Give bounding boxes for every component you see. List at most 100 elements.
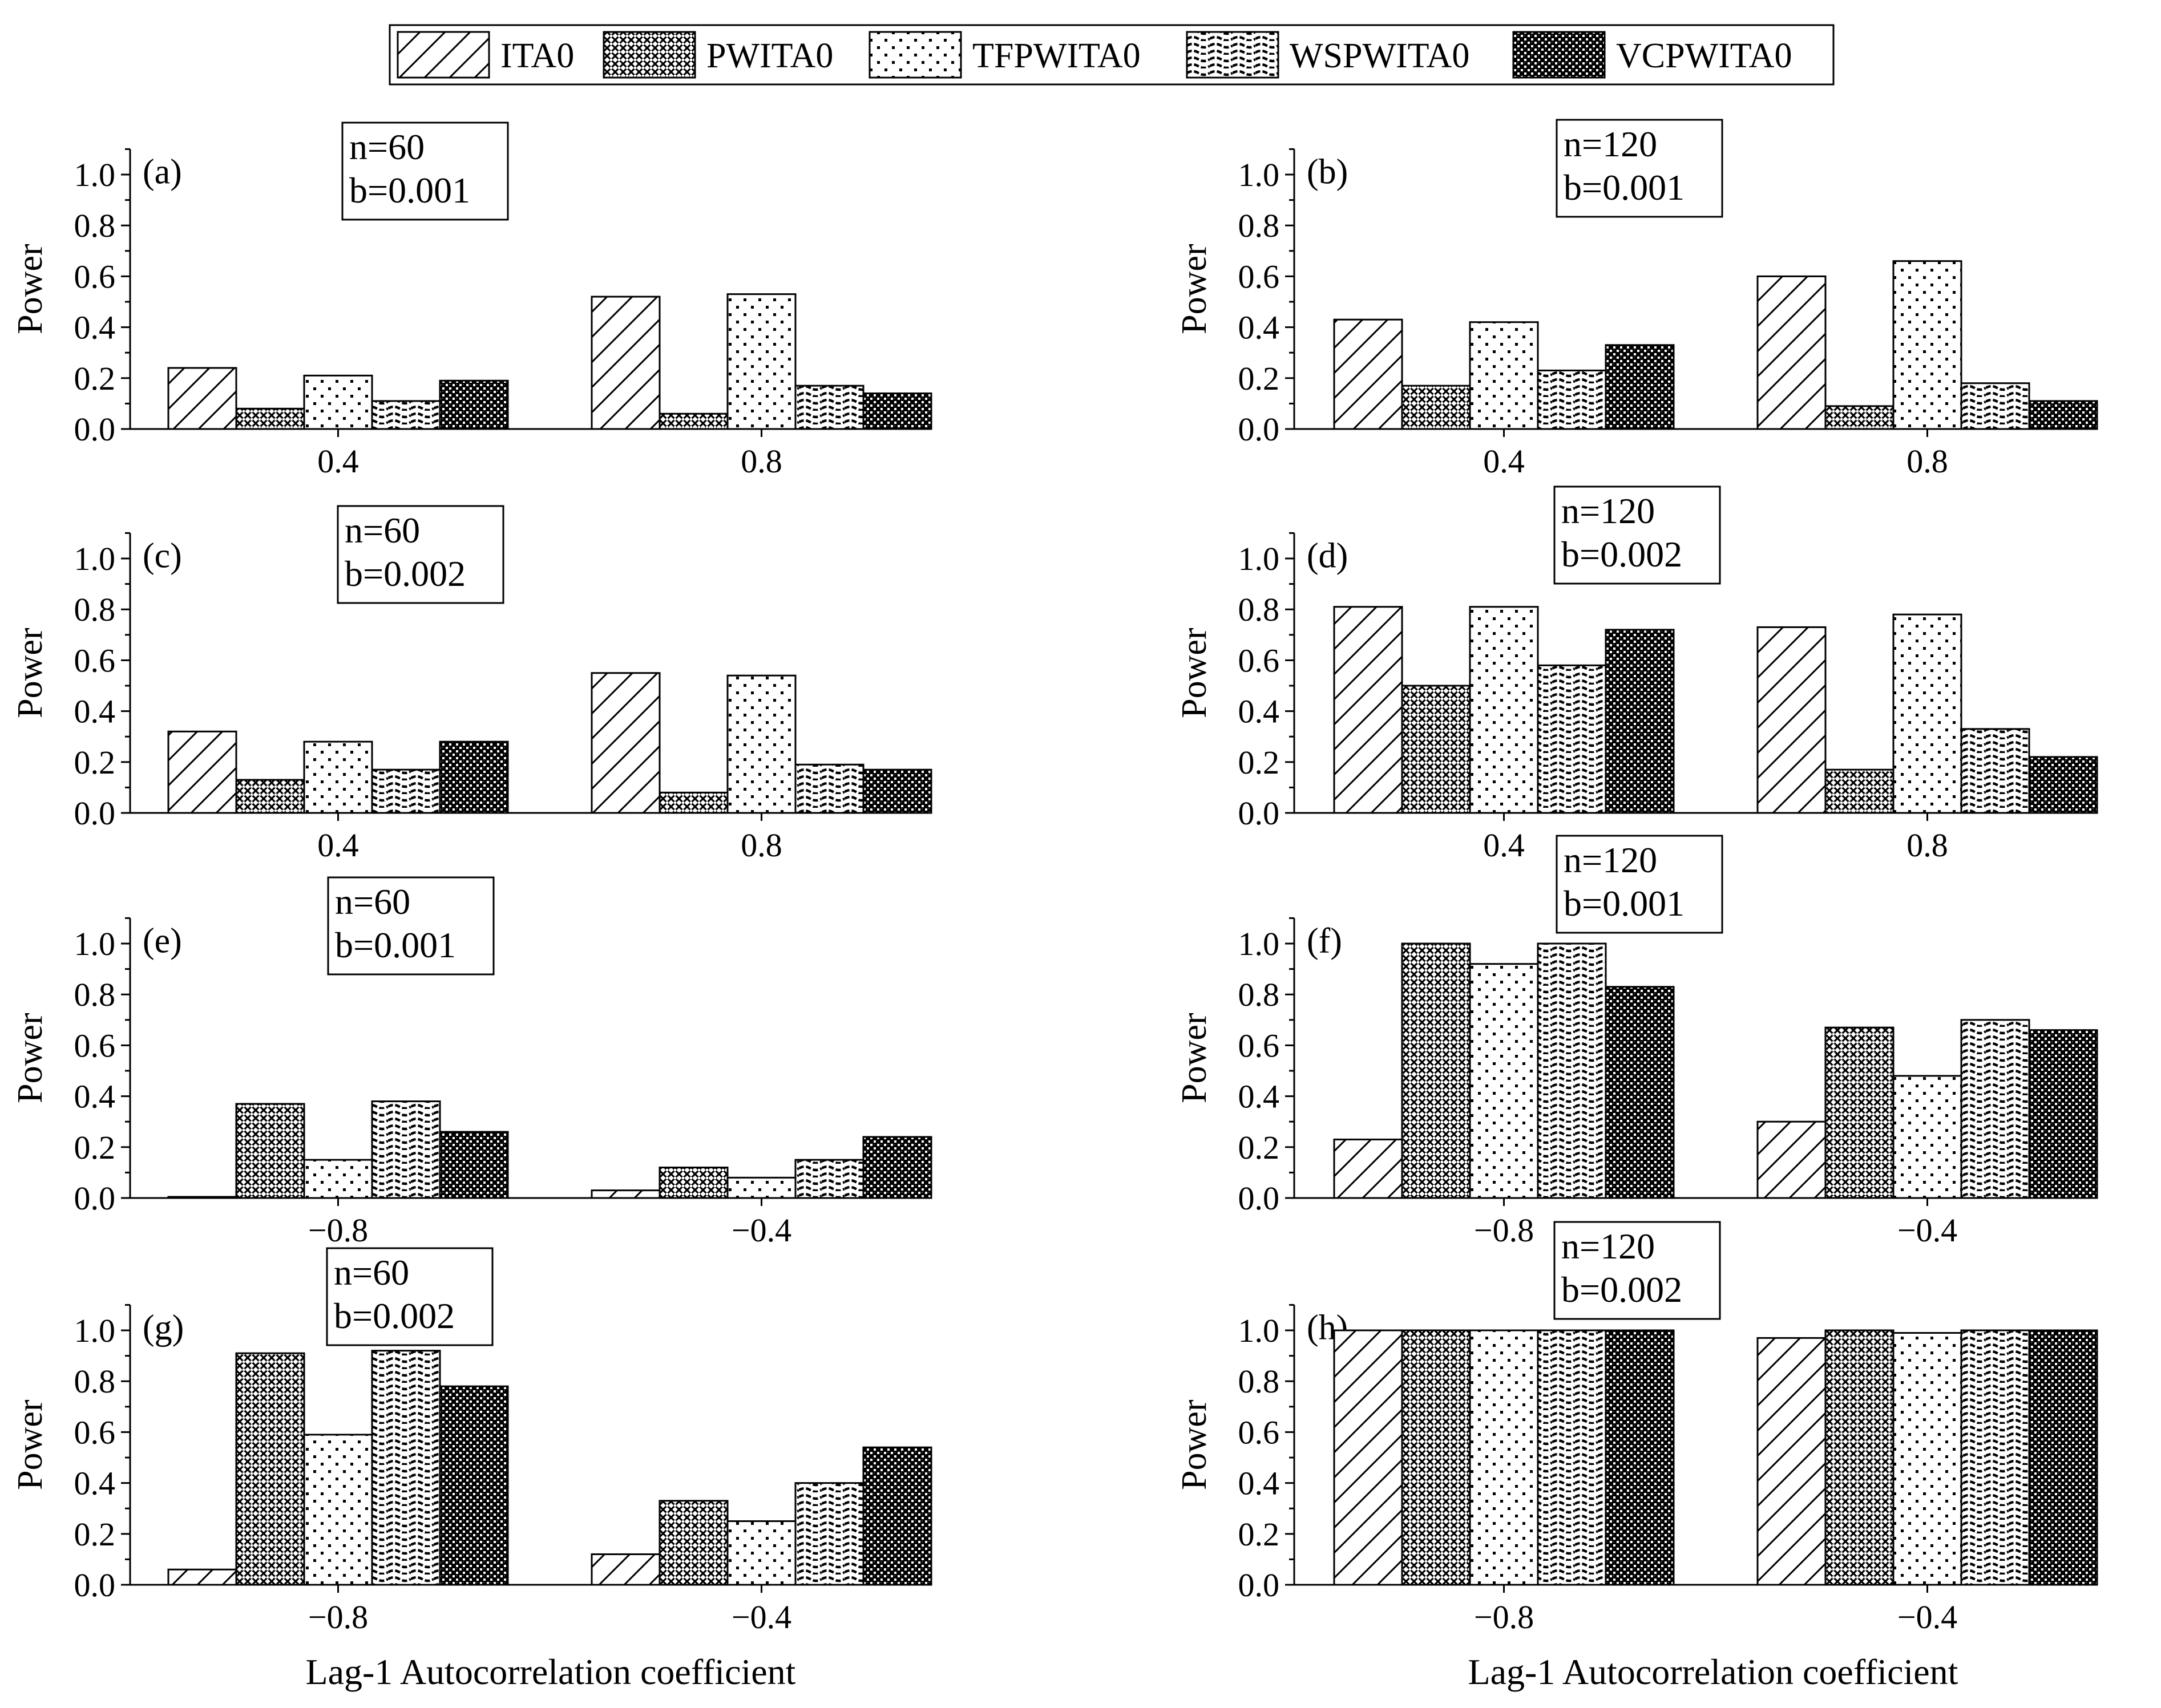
info-box-frame xyxy=(327,876,495,976)
y-tick-label: 0.8 xyxy=(74,976,116,1013)
info-slope: b=0.002 xyxy=(1561,1269,1682,1310)
bar-wspwita0-0 xyxy=(1537,1329,1607,1586)
y-tick-label: 0.6 xyxy=(1238,1414,1280,1451)
y-tick-label: 0.0 xyxy=(74,411,116,448)
info-box: n=60b=0.002 xyxy=(326,1247,494,1346)
y-tick-label: 0.4 xyxy=(1238,1078,1280,1115)
bar-tfpwita0-1 xyxy=(1892,260,1962,430)
bar-wspwita0-1 xyxy=(794,763,865,814)
bar-tfpwita0-1 xyxy=(1892,1331,1962,1586)
panel-b: 0.0 0.2 0.4 0.6 0.8 1.0 Power (b) 0.4 0.8 n=120b=0… xyxy=(1175,119,2098,480)
bar-pwita0-1 xyxy=(1824,768,1895,814)
y-axis-title: Power xyxy=(11,244,50,334)
x-tick-label: 0.4 xyxy=(1483,443,1525,480)
bar-tfpwita0-1 xyxy=(726,674,797,814)
bar-vcpwita0-0 xyxy=(1605,629,1675,814)
x-tick-label: −0.4 xyxy=(1897,1598,1957,1636)
bar-pwita0-1 xyxy=(659,1166,729,1199)
x-tick-label: −0.8 xyxy=(308,1598,368,1636)
bar-ita0-1 xyxy=(591,1553,661,1586)
bar-pwita0-0 xyxy=(235,1103,305,1199)
y-tick-label: 0.4 xyxy=(74,1465,116,1502)
y-tick-label: 0.4 xyxy=(74,1078,116,1115)
y-axis-title: Power xyxy=(11,1013,50,1103)
bar-pwita0-0 xyxy=(235,779,305,814)
x-tick-label: 0.8 xyxy=(741,827,782,864)
bar-ita0-0 xyxy=(1333,1329,1403,1586)
y-tick-label: 0.6 xyxy=(74,258,116,295)
y-tick-label: 0.0 xyxy=(1238,411,1280,448)
bar-ita0-1 xyxy=(591,1189,661,1199)
y-tick-label: 0.4 xyxy=(1238,1465,1280,1502)
info-box-frame xyxy=(326,1247,494,1346)
bar-vcpwita0-0 xyxy=(439,379,509,430)
x-tick-label: 0.8 xyxy=(1906,827,1948,864)
bar-pwita0-1 xyxy=(1824,1026,1895,1199)
bar-wspwita0-0 xyxy=(371,768,441,814)
y-tick-label: 0.6 xyxy=(74,642,116,679)
y-tick-label: 0.2 xyxy=(74,1129,116,1166)
bar-wspwita0-1 xyxy=(1960,1329,2030,1586)
x-tick-label: 0.4 xyxy=(317,827,359,864)
legend-label-tfpwita0: TFPWITA0 xyxy=(972,37,1141,75)
info-sample-size: n=60 xyxy=(349,127,425,167)
info-slope: b=0.002 xyxy=(334,1296,455,1336)
info-box-frame xyxy=(1553,485,1721,585)
info-slope: b=0.001 xyxy=(335,925,456,965)
info-sample-size: n=60 xyxy=(345,510,420,551)
info-sample-size: n=120 xyxy=(1564,124,1657,164)
bar-pwita0-1 xyxy=(659,1500,729,1586)
y-tick-label: 1.0 xyxy=(74,1312,116,1349)
bar-vcpwita0-1 xyxy=(862,392,932,430)
bar-ita0-0 xyxy=(1333,318,1403,430)
y-tick-label: 0.8 xyxy=(1238,1363,1280,1400)
bar-ita0-1 xyxy=(1756,1120,1827,1199)
bar-vcpwita0-1 xyxy=(2028,1329,2098,1586)
panel-g: 0.0 0.2 0.4 0.6 0.8 1.0 Power (g) −0.8 −0.4 n=60b=… xyxy=(11,1247,932,1636)
y-tick-label: 0.8 xyxy=(74,207,116,244)
bar-vcpwita0-0 xyxy=(439,1131,509,1199)
y-tick-label: 0.6 xyxy=(74,1027,116,1064)
bar-vcpwita0-1 xyxy=(2028,400,2098,430)
bar-wspwita0-1 xyxy=(1960,1019,2030,1199)
bar-vcpwita0-0 xyxy=(439,1385,509,1586)
y-tick-label: 0.8 xyxy=(74,591,116,628)
legend-swatch-pwita0 xyxy=(603,31,696,79)
panel-label: (a) xyxy=(143,152,182,191)
y-tick-label: 0.2 xyxy=(1238,1516,1280,1553)
y-tick-label: 1.0 xyxy=(74,925,116,962)
info-sample-size: n=120 xyxy=(1561,491,1655,531)
info-slope: b=0.001 xyxy=(349,170,470,211)
info-box-frame xyxy=(1556,119,1723,218)
bar-tfpwita0-0 xyxy=(303,740,373,814)
info-slope: b=0.002 xyxy=(1561,534,1682,574)
bar-pwita0-0 xyxy=(1401,1329,1471,1586)
bar-vcpwita0-0 xyxy=(1605,986,1675,1199)
bar-vcpwita0-1 xyxy=(2028,756,2098,814)
y-tick-label: 0.6 xyxy=(1238,1027,1280,1064)
panel-label: (c) xyxy=(143,536,182,575)
bar-wspwita0-0 xyxy=(1537,664,1607,814)
bar-tfpwita0-0 xyxy=(1469,1329,1539,1586)
info-sample-size: n=60 xyxy=(334,1252,409,1293)
y-tick-label: 0.4 xyxy=(1238,693,1280,730)
y-tick-label: 0.0 xyxy=(1238,1180,1280,1217)
legend-label-vcpwita0: VCPWITA0 xyxy=(1616,37,1792,75)
y-tick-label: 0.4 xyxy=(1238,309,1280,346)
legend-label-wspwita0: WSPWITA0 xyxy=(1290,37,1469,75)
bar-tfpwita0-1 xyxy=(1892,1075,1962,1199)
x-tick-label: 0.8 xyxy=(741,443,782,480)
panel-label: (d) xyxy=(1307,536,1348,575)
bar-ita0-0 xyxy=(167,367,237,430)
bar-ita0-1 xyxy=(591,672,661,814)
bar-ita0-1 xyxy=(1756,275,1827,430)
y-tick-label: 0.0 xyxy=(1238,795,1280,832)
bar-ita0-1 xyxy=(1756,1337,1827,1586)
info-box-frame xyxy=(341,122,509,221)
x-tick-label: 0.8 xyxy=(1906,443,1948,480)
bar-pwita0-1 xyxy=(659,791,729,814)
info-box: n=60b=0.001 xyxy=(327,876,495,976)
x-tick-label: −0.4 xyxy=(732,1598,791,1636)
